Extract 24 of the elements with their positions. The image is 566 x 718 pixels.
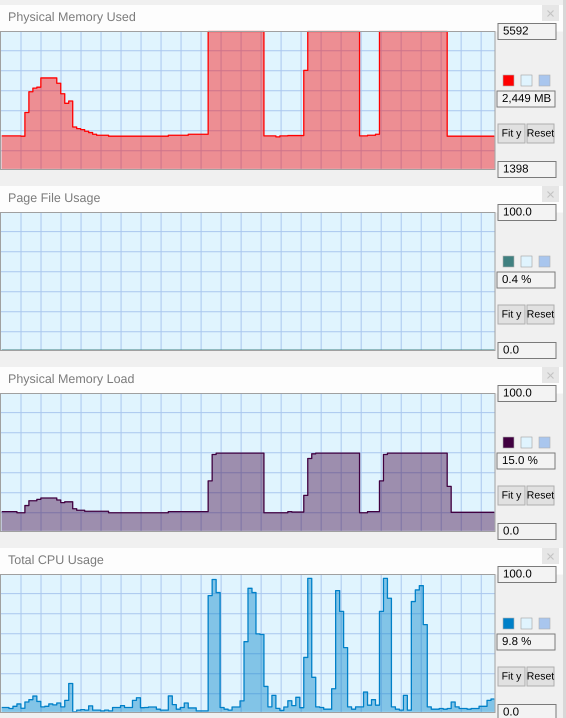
text: 0.4 % [502,274,532,286]
y-tick-label: 100.0 [503,206,532,218]
text: Fit y [502,670,522,682]
text: Fit y [502,128,522,140]
text: Reset [526,670,554,682]
y-tick-label: 5592 [503,26,529,38]
text: Reset [526,128,554,140]
y-tick-label: 1398 [503,164,529,176]
y-tick-label: 0.0 [503,344,519,356]
chart-title: Physical Memory Used [8,10,136,24]
text: Fit y [502,308,522,320]
chart-title: Page File Usage [8,191,100,205]
text: 9.8 % [502,636,532,648]
text: 15.0 % [502,455,538,467]
y-tick-label: 0.0 [503,706,519,718]
text: 2,449 MB [502,93,552,105]
chart-title: Total CPU Usage [8,553,104,567]
y-tick-label: 0.0 [503,526,519,538]
chart-title: Physical Memory Load [8,372,134,386]
y-tick-label: 100.0 [503,388,532,400]
text: Reset [526,308,554,320]
text: Reset [526,490,554,502]
y-tick-label: 100.0 [503,568,532,580]
text: Fit y [502,490,522,502]
